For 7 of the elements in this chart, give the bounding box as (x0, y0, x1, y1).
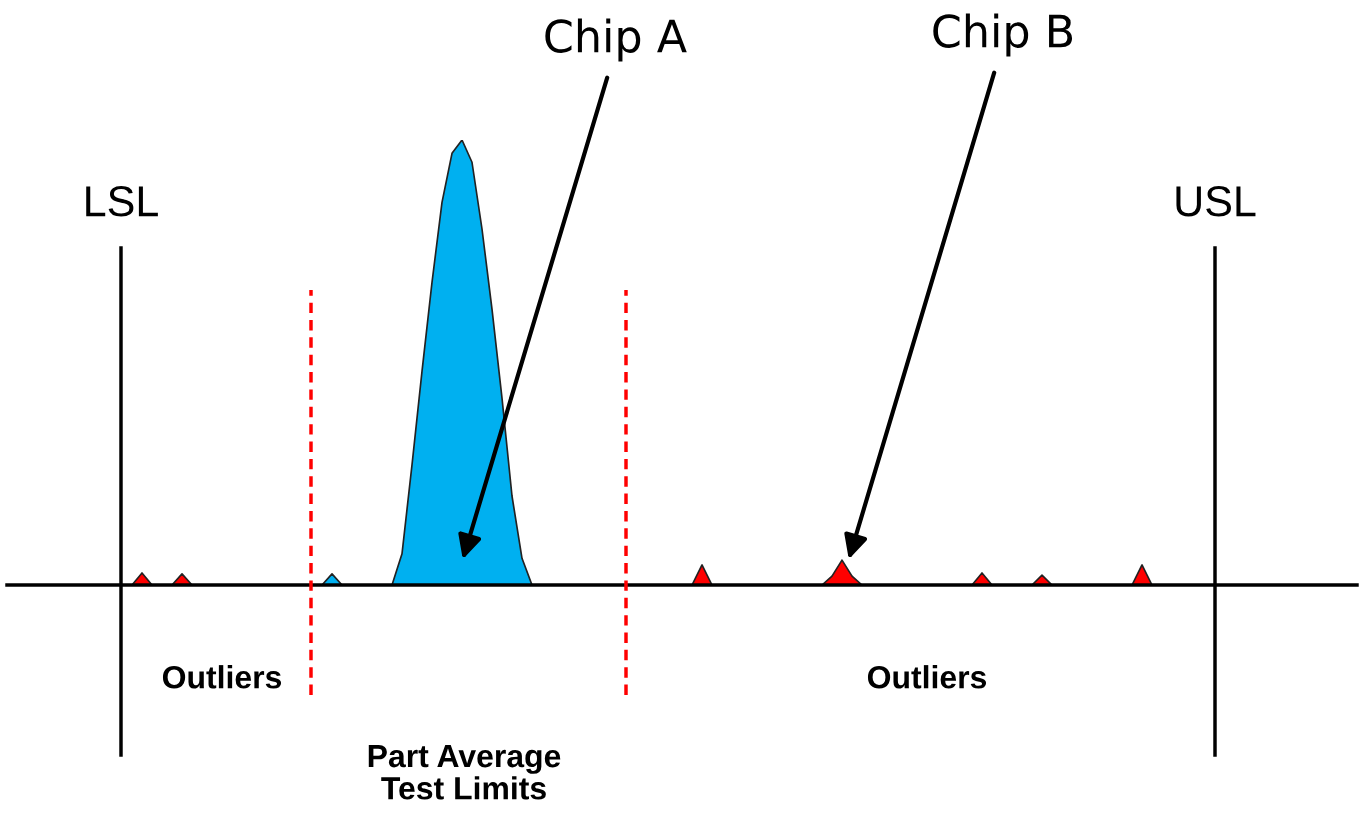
text: Chip B (933, 13, 1073, 57)
text: Chip A (545, 18, 687, 62)
annotation: LSL (86, 186, 158, 217)
text: Outliers (867, 665, 987, 689)
text: Outliers (162, 665, 282, 689)
annotation: USL (1176, 186, 1256, 217)
text: Part Average Test Limits (368, 745, 561, 800)
